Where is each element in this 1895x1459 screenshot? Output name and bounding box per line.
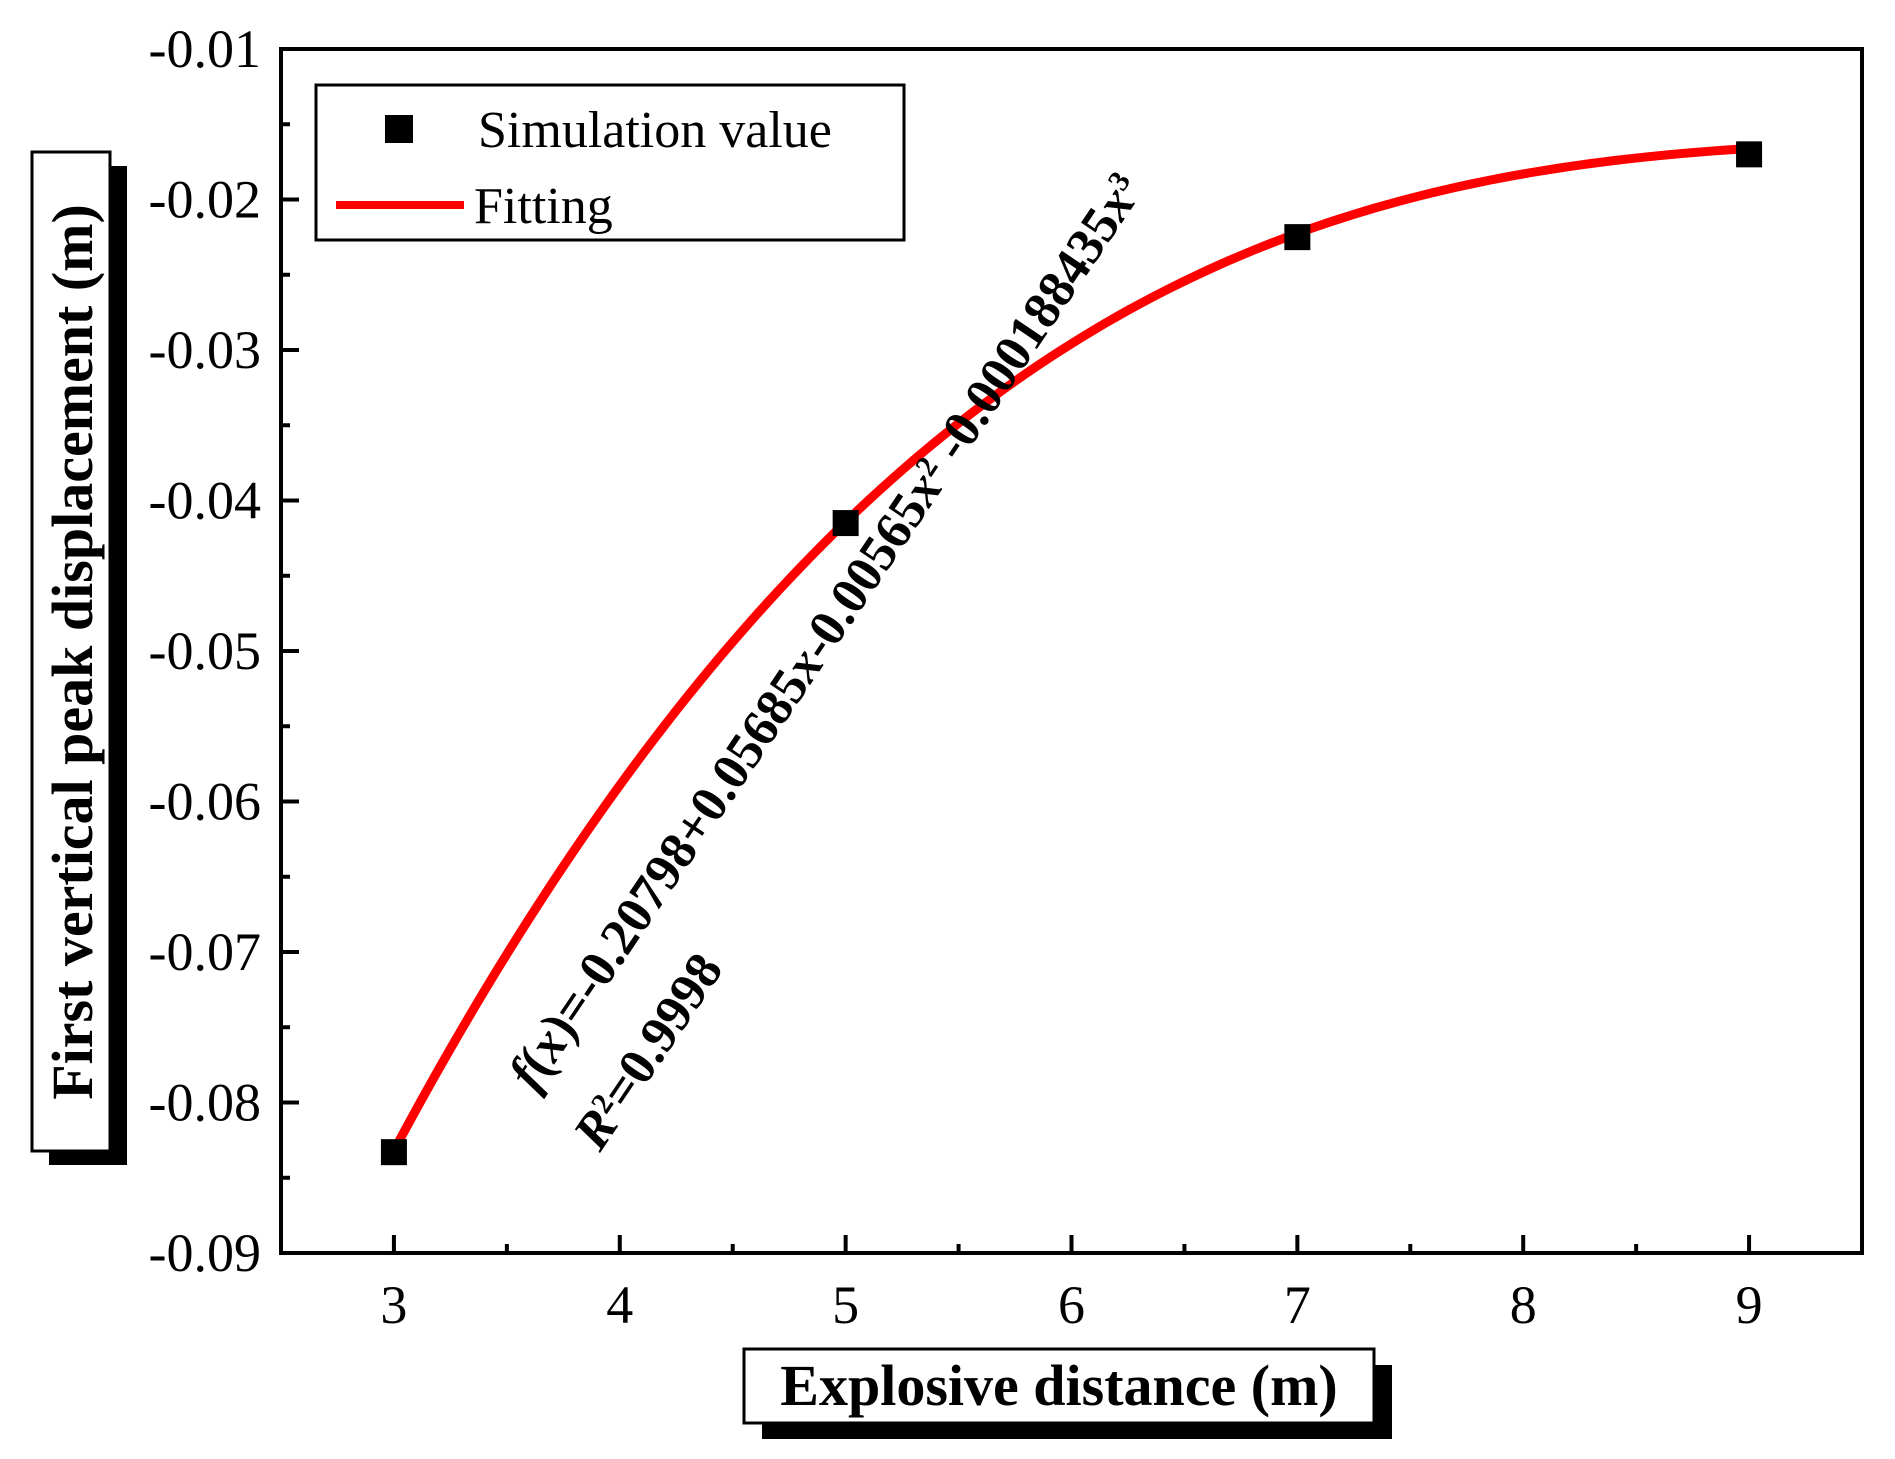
- x-axis-title-box: [742, 1347, 1376, 1425]
- y-tick-label: -0.04: [149, 471, 261, 531]
- x-tick-label: 7: [1284, 1275, 1311, 1335]
- simulation-point: [832, 510, 859, 537]
- legend-label-fitting: Fitting: [474, 178, 613, 235]
- simulation-point: [380, 1139, 407, 1166]
- x-tick-label: 4: [606, 1275, 633, 1335]
- x-axis-title-group: Explosive distance (m): [742, 1347, 1392, 1439]
- y-tick-label: -0.02: [149, 170, 261, 230]
- simulation-markers: [380, 141, 1763, 1166]
- y-axis-title-group: First vertical peak displacement (m): [30, 150, 127, 1165]
- legend-marker-simulation: [385, 115, 413, 143]
- x-axis-title: Explosive distance (m): [780, 1353, 1337, 1418]
- simulation-point: [1284, 224, 1311, 251]
- x-tick-label: 9: [1736, 1275, 1763, 1335]
- x-axis-ticks: 3 4 5 6 7 8 9: [380, 1235, 1763, 1335]
- x-tick-label: 6: [1058, 1275, 1085, 1335]
- y-axis-title-box: [30, 150, 112, 1153]
- y-tick-label: -0.03: [149, 320, 261, 380]
- y-tick-label: -0.08: [149, 1073, 261, 1133]
- fitting-curve: [389, 143, 1754, 1156]
- simulation-point: [1736, 141, 1763, 168]
- y-axis-ticks: -0.01 -0.02 -0.03 -0.04 -0.05 -0.06 -0.07 -0.08…: [149, 19, 299, 1283]
- y-axis-title: First vertical peak displacement (m): [40, 204, 105, 1100]
- legend-box: [314, 83, 906, 242]
- y-tick-label: -0.09: [149, 1223, 261, 1283]
- x-tick-label: 8: [1510, 1275, 1537, 1335]
- x-tick-label: 3: [380, 1275, 407, 1335]
- legend-label-simulation: Simulation value: [478, 102, 832, 159]
- y-tick-label: -0.06: [149, 772, 261, 832]
- y-tick-label: -0.01: [149, 19, 261, 79]
- x-tick-label: 5: [832, 1275, 859, 1335]
- y-tick-label: -0.07: [149, 922, 261, 982]
- legend: Simulation value Fitting: [314, 83, 906, 242]
- y-tick-label: -0.05: [149, 621, 261, 681]
